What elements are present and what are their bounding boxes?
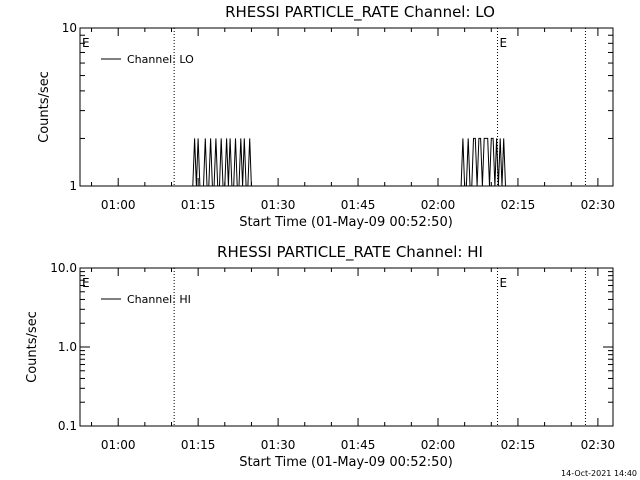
hi-x-tick-label: 01:45: [341, 438, 376, 452]
lo-y-tick-label: 10: [62, 21, 77, 35]
hi-legend-label: Channel: HI: [127, 293, 191, 306]
panel-lo: RHESSI PARTICLE_RATE Channel: LO 01:00 01…: [37, 3, 615, 230]
hi-x-tick-label: 01:00: [101, 438, 136, 452]
hi-y-tick-label: 0.1: [58, 419, 77, 433]
hi-y-tick-label: 1.0: [58, 340, 77, 354]
hi-ticks: 01:00 01:15 01:30 01:45 02:00 02:15 02:30 0.1 1.…: [50, 261, 615, 452]
hi-x-tick-label: 02:30: [581, 438, 616, 452]
hi-x-tick-label: 01:15: [181, 438, 216, 452]
lo-x-tick-label: 02:15: [501, 198, 536, 212]
hi-event-marker-label: E: [82, 276, 90, 290]
lo-y-tick-label: 1: [69, 179, 77, 193]
lo-y-axis-label: Counts/sec: [37, 71, 52, 143]
panel-hi: RHESSI PARTICLE_RATE Channel: HI 01:00 01…: [25, 243, 615, 470]
hi-legend: Channel: HI: [101, 293, 191, 306]
hi-x-tick-label: 02:00: [421, 438, 456, 452]
lo-plot-frame: [79, 27, 614, 187]
lo-x-tick-label: 02:00: [421, 198, 456, 212]
lo-series: [80, 137, 613, 187]
hi-x-tick-label: 02:15: [501, 438, 536, 452]
lo-legend-label: Channel: LO: [127, 53, 194, 66]
lo-legend: Channel: LO: [101, 53, 194, 66]
lo-ticks: 01:00 01:15 01:30 01:45 02:00 02:15 02:30 1 10: [62, 21, 615, 212]
lo-event-marker-label: E: [82, 36, 90, 50]
hi-x-axis-label: Start Time (01-May-09 00:52:50): [239, 455, 453, 470]
hi-plot-frame: [79, 267, 614, 427]
timestamp-footer: 14-Oct-2021 14:40: [561, 469, 637, 478]
hi-x-tick-label: 01:30: [261, 438, 296, 452]
lo-x-tick-label: 01:00: [101, 198, 136, 212]
lo-x-tick-label: 01:45: [341, 198, 376, 212]
hi-title: RHESSI PARTICLE_RATE Channel: HI: [217, 243, 483, 262]
lo-x-tick-label: 01:30: [261, 198, 296, 212]
hi-y-axis-label: Counts/sec: [25, 311, 40, 383]
lo-x-axis-label: Start Time (01-May-09 00:52:50): [239, 215, 453, 230]
hi-event-marker-label: E: [500, 276, 508, 290]
lo-series-line: [80, 137, 613, 187]
hi-y-tick-label: 10.0: [50, 261, 77, 275]
lo-x-tick-label: 01:15: [181, 198, 216, 212]
lo-title: RHESSI PARTICLE_RATE Channel: LO: [225, 3, 495, 22]
lo-event-marker-label: E: [500, 36, 508, 50]
lo-x-tick-label: 02:30: [581, 198, 616, 212]
